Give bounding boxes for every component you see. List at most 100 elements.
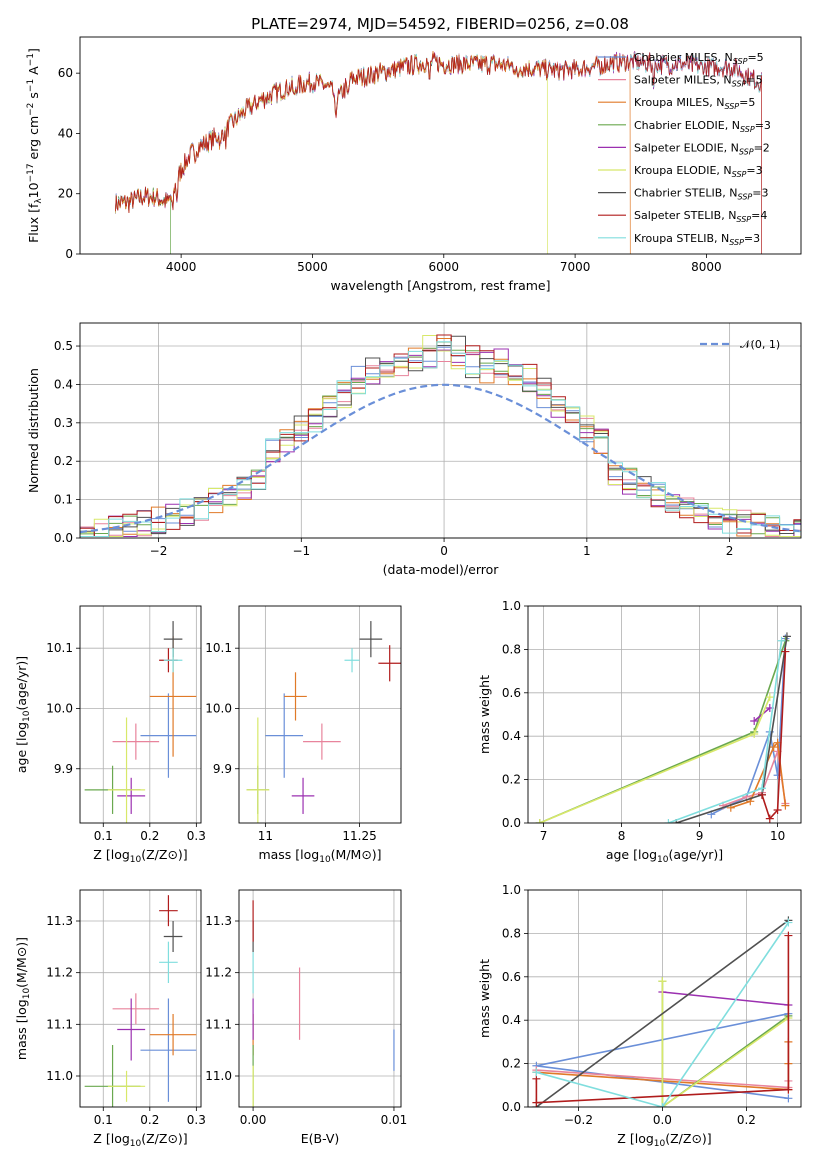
mass_vs_EBV-frame (238, 889, 402, 1108)
legend-model-name: Chabrier MILES, N (634, 51, 733, 64)
residuals-xlabel: (data-model)/error (383, 562, 500, 577)
weight_vs_age-xtick-label-2: 9 (696, 829, 704, 843)
label-part: λ (34, 198, 44, 204)
legend-nssp-value: =3 (752, 187, 768, 200)
histogram-series-8 (80, 341, 801, 537)
spectrum-ytick-label-3: 60 (58, 66, 73, 80)
label-part: Normed distribution (26, 368, 41, 493)
mass_vs_Z-xtick-label-0: 0.1 (94, 1113, 113, 1127)
weight_vs_age-series-2-marker-2 (769, 743, 778, 752)
label-part: (age/yr)] (668, 847, 723, 862)
age_vs_Z-ytick-label-0: 9.9 (54, 762, 73, 776)
mass_vs_Z-panel: 0.1 0.2 0.311.011.111.211.3Z [log10(Z/Z⊙)]… (14, 889, 206, 1149)
label-part: −1 (26, 53, 36, 66)
residuals-plot-area (80, 334, 801, 537)
label-part: mass weight (477, 675, 492, 754)
label-part: log (300, 847, 319, 862)
residuals-ytick-label-4: 0.4 (54, 377, 73, 391)
residuals-ytick-label-5: 0.5 (54, 339, 73, 353)
legend-nssp-sub: SSP (732, 170, 747, 179)
age_vs_Z-xtick-label-0: 0.1 (94, 829, 113, 843)
label-part: log (14, 722, 29, 741)
label-part: (Z/Z⊙)] (141, 1131, 187, 1146)
age_vs_Z-ytick-label-1: 10.0 (46, 701, 73, 715)
mass_vs_Z-ylabel: mass [log10(M/M⊙)] (14, 937, 32, 1060)
legend-nssp-value: =5 (747, 51, 763, 64)
residuals-frame (79, 322, 802, 539)
spectrum-ytick-label-1: 20 (58, 187, 73, 201)
legend-label-3: Chabrier ELODIE, NSSP=3 (634, 119, 771, 134)
legend-nssp-value: =4 (751, 209, 767, 222)
weight_vs_Z-series-6 (535, 919, 789, 1107)
weight_vs_age-series-6-marker-2 (782, 632, 791, 641)
spectrum-xtick-label-1: 5000 (297, 260, 328, 274)
legend-model-name: Kroupa STELIB, N (634, 232, 729, 245)
weight_vs_Z-series-8 (536, 922, 790, 1107)
weight_vs_age-ytick-label-3: 0.6 (502, 686, 521, 700)
mass_vs_EBV-plot-area (252, 900, 395, 1107)
label-part: age [ (14, 741, 29, 773)
weight_vs_age-ytick-label-0: 0.0 (502, 816, 521, 830)
weight_vs_Z-xtick-label-0: −0.2 (564, 1113, 593, 1127)
label-part: 10 (22, 710, 32, 722)
weight_vs_age-series-4-marker-0 (750, 717, 759, 726)
weight_vs_age-series-0-marker-3 (773, 771, 782, 780)
legend-label-6: Chabrier STELIB, NSSP=3 (634, 187, 768, 202)
weight_vs_age-series-5-marker-1 (750, 730, 759, 739)
legend-nssp-value: =3 (744, 232, 760, 245)
mass_vs_Z-ytick-label-2: 11.2 (46, 966, 73, 980)
legend-nssp-sub: SSP (739, 147, 754, 156)
legend-label-2: Kroupa MILES, NSSP=5 (634, 96, 755, 111)
legend-nssp-value: =3 (755, 119, 771, 132)
label-part: erg cm (26, 116, 41, 164)
weight_vs_age-xlabel: age [log10(age/yr)] (606, 847, 723, 865)
weight_vs_age-series-8-marker-0 (664, 819, 673, 823)
legend-label-7: Salpeter STELIB, NSSP=4 (634, 209, 767, 224)
weight_vs_age-ylabel: mass weight (477, 675, 492, 754)
label-part: E(B-V) (301, 1131, 340, 1146)
weight_vs_Z-ytick-label-4: 0.8 (502, 926, 521, 940)
label-part: 10 (319, 855, 331, 865)
mass_vs_Z-ytick-label-0: 11.0 (46, 1069, 73, 1083)
legend-nssp-sub: SSP (732, 80, 747, 89)
label-part: 10 (130, 1139, 142, 1149)
histogram-series-7 (80, 334, 801, 537)
weight_vs_Z-frame (527, 889, 802, 1108)
label-part: (Z/Z⊙)] (665, 1131, 711, 1146)
label-part: mass [ (14, 1018, 29, 1060)
age_vs_mass-ytick-label-0: 9.9 (213, 762, 232, 776)
label-part: Z [ (93, 847, 110, 862)
mass_vs_EBV-xtick-label-1: 0.01 (381, 1113, 408, 1127)
weight_vs_age-series-7 (761, 651, 787, 821)
weight_vs_Z-series-5-marker-0 (658, 977, 667, 986)
weight_vs_Z-series-7 (535, 935, 790, 1104)
residuals-ylabel: Normed distribution (26, 368, 41, 493)
label-part: Z [ (93, 1131, 110, 1146)
label-part: 10 (26, 182, 41, 198)
legend-model-name: Salpeter ELODIE, N (634, 141, 739, 154)
legend-label-1: Salpeter MILES, NSSP=5 (634, 74, 763, 89)
mass_vs_Z-frame (79, 889, 202, 1108)
normal-legend-label: 𝒩(0, 1) (740, 338, 780, 351)
weight_vs_Z-series-5 (661, 981, 789, 1107)
label-part: mass [ (258, 847, 300, 862)
mass_vs_EBV-ytick-label-0: 11.0 (205, 1069, 232, 1083)
age_vs_mass-ytick-label-2: 10.1 (205, 641, 232, 655)
label-part: A (26, 66, 41, 79)
residuals-xtick-label-4: 2 (726, 544, 734, 558)
age_vs_mass-xlabel: mass [log10(M/M⊙)] (258, 847, 381, 865)
label-part: log (111, 1131, 130, 1146)
label-part: log (638, 847, 657, 862)
legend-label-5: Kroupa ELODIE, NSSP=3 (634, 164, 763, 179)
label-part: (M/M⊙)] (14, 937, 29, 988)
weight_vs_age-series-5-marker-0 (535, 819, 544, 823)
legend-nssp-value: =2 (754, 141, 770, 154)
label-part: log (635, 1131, 654, 1146)
label-part: 10 (654, 1139, 666, 1149)
age_vs_Z-xtick-label-2: 0.3 (187, 829, 206, 843)
residuals-ytick-label-0: 0.0 (54, 531, 73, 545)
weight_vs_Z-xtick-label-1: 0.0 (653, 1113, 672, 1127)
age_vs_mass-panel: 11 11.25 9.9 10.0 10.1 mass [log10(M/M⊙)] (205, 605, 402, 865)
legend-nssp-sub: SSP (738, 193, 753, 202)
mass_vs_EBV-ytick-label-2: 11.2 (205, 966, 232, 980)
